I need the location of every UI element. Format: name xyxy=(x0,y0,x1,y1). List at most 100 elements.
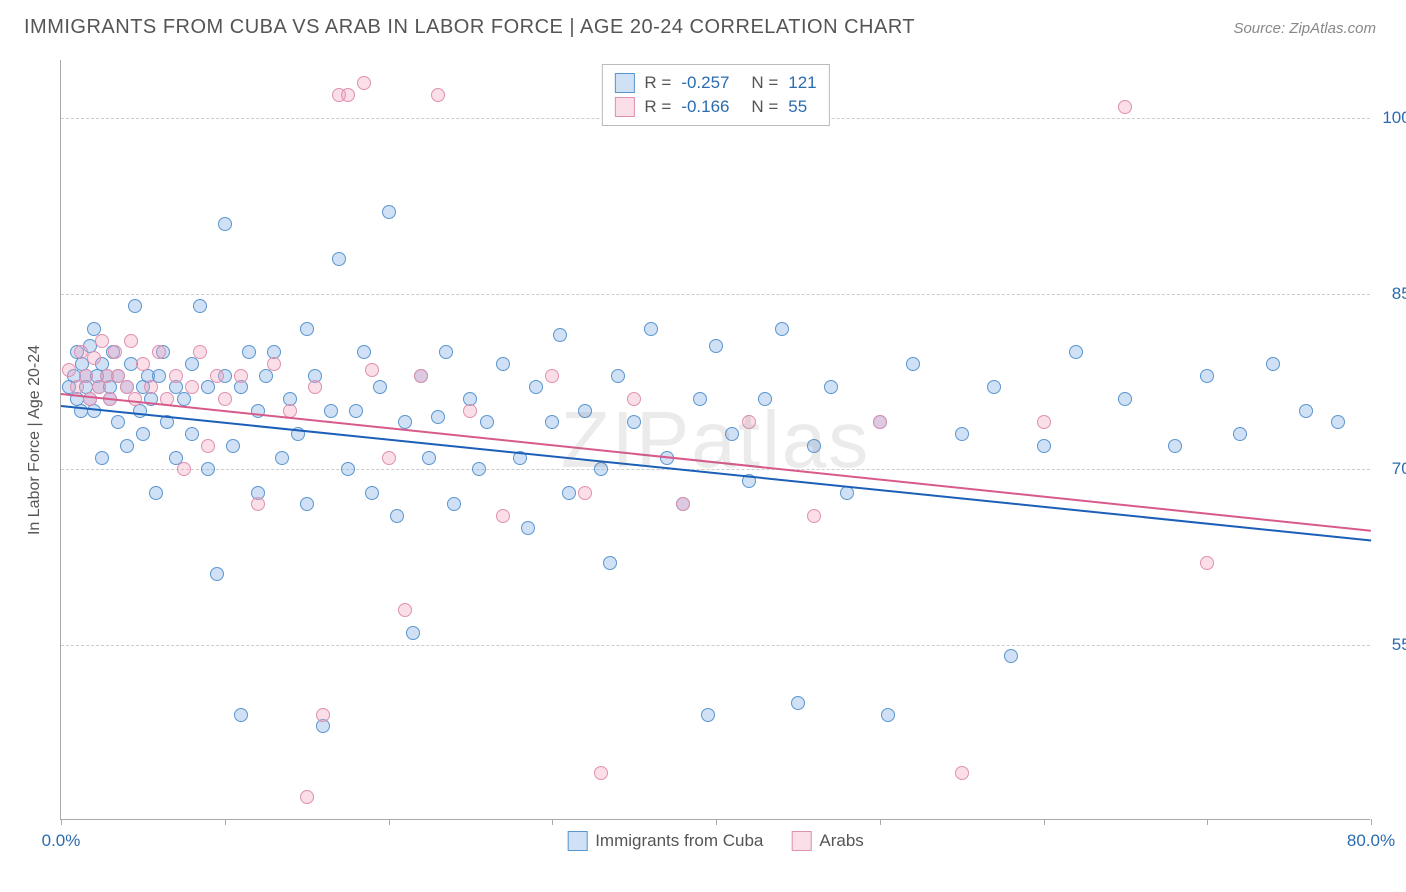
data-point xyxy=(398,415,412,429)
data-point xyxy=(431,88,445,102)
data-point xyxy=(193,299,207,313)
data-point xyxy=(545,369,559,383)
data-point xyxy=(234,708,248,722)
data-point xyxy=(627,392,641,406)
y-tick-label: 85.0% xyxy=(1380,284,1406,304)
data-point xyxy=(1299,404,1313,418)
data-point xyxy=(881,708,895,722)
legend-series-label: Arabs xyxy=(819,831,863,851)
data-point xyxy=(341,88,355,102)
x-tick-label: 0.0% xyxy=(42,831,81,851)
legend-swatch xyxy=(614,73,634,93)
data-point xyxy=(308,380,322,394)
data-point xyxy=(701,708,715,722)
n-value: 121 xyxy=(788,73,816,93)
data-point xyxy=(873,415,887,429)
data-point xyxy=(431,410,445,424)
data-point xyxy=(128,392,142,406)
data-point xyxy=(218,217,232,231)
data-point xyxy=(562,486,576,500)
data-point xyxy=(177,392,191,406)
data-point xyxy=(95,451,109,465)
chart-plot-area: ZIPatlas R =-0.257N =121R =-0.166N =55 I… xyxy=(60,60,1370,820)
data-point xyxy=(496,357,510,371)
data-point xyxy=(1331,415,1345,429)
data-point xyxy=(234,369,248,383)
data-point xyxy=(693,392,707,406)
data-point xyxy=(611,369,625,383)
data-point xyxy=(92,380,106,394)
data-point xyxy=(775,322,789,336)
data-point xyxy=(193,345,207,359)
data-point xyxy=(529,380,543,394)
data-point xyxy=(201,462,215,476)
data-point xyxy=(300,790,314,804)
data-point xyxy=(242,345,256,359)
data-point xyxy=(906,357,920,371)
data-point xyxy=(1004,649,1018,663)
data-point xyxy=(316,708,330,722)
legend-stat-row: R =-0.257N =121 xyxy=(614,71,816,95)
legend-series-item: Immigrants from Cuba xyxy=(567,831,763,851)
y-tick-label: 70.0% xyxy=(1380,459,1406,479)
data-point xyxy=(332,252,346,266)
data-point xyxy=(480,415,494,429)
data-point xyxy=(62,363,76,377)
x-tick-label: 80.0% xyxy=(1347,831,1395,851)
data-point xyxy=(136,427,150,441)
data-point xyxy=(87,351,101,365)
data-point xyxy=(1233,427,1247,441)
series-legend: Immigrants from Cuba Arabs xyxy=(567,831,864,851)
data-point xyxy=(676,497,690,511)
data-point xyxy=(152,345,166,359)
r-value: -0.166 xyxy=(681,97,741,117)
data-point xyxy=(578,486,592,500)
data-point xyxy=(275,451,289,465)
data-point xyxy=(1168,439,1182,453)
x-tick-mark xyxy=(716,819,717,825)
chart-title: IMMIGRANTS FROM CUBA VS ARAB IN LABOR FO… xyxy=(24,16,915,39)
r-value: -0.257 xyxy=(681,73,741,93)
x-tick-mark xyxy=(61,819,62,825)
r-label: R = xyxy=(644,97,671,117)
data-point xyxy=(463,404,477,418)
data-point xyxy=(414,369,428,383)
legend-swatch xyxy=(791,831,811,851)
data-point xyxy=(439,345,453,359)
x-tick-mark xyxy=(1207,819,1208,825)
data-point xyxy=(74,345,88,359)
gridline xyxy=(61,645,1370,646)
data-point xyxy=(594,462,608,476)
x-tick-mark xyxy=(880,819,881,825)
data-point xyxy=(382,205,396,219)
data-point xyxy=(177,462,191,476)
data-point xyxy=(210,369,224,383)
data-point xyxy=(201,439,215,453)
data-point xyxy=(398,603,412,617)
data-point xyxy=(185,380,199,394)
data-point xyxy=(472,462,486,476)
data-point xyxy=(128,299,142,313)
data-point xyxy=(185,427,199,441)
data-point xyxy=(955,427,969,441)
correlation-legend: R =-0.257N =121R =-0.166N =55 xyxy=(601,64,829,126)
data-point xyxy=(807,439,821,453)
gridline xyxy=(61,469,1370,470)
legend-swatch xyxy=(567,831,587,851)
data-point xyxy=(709,339,723,353)
data-point xyxy=(357,76,371,90)
data-point xyxy=(218,392,232,406)
data-point xyxy=(365,363,379,377)
data-point xyxy=(108,345,122,359)
legend-series-item: Arabs xyxy=(791,831,863,851)
data-point xyxy=(644,322,658,336)
x-tick-mark xyxy=(1044,819,1045,825)
data-point xyxy=(1200,556,1214,570)
data-point xyxy=(79,369,93,383)
data-point xyxy=(226,439,240,453)
data-point xyxy=(210,567,224,581)
data-point xyxy=(144,380,158,394)
data-point xyxy=(267,357,281,371)
data-point xyxy=(111,415,125,429)
data-point xyxy=(422,451,436,465)
